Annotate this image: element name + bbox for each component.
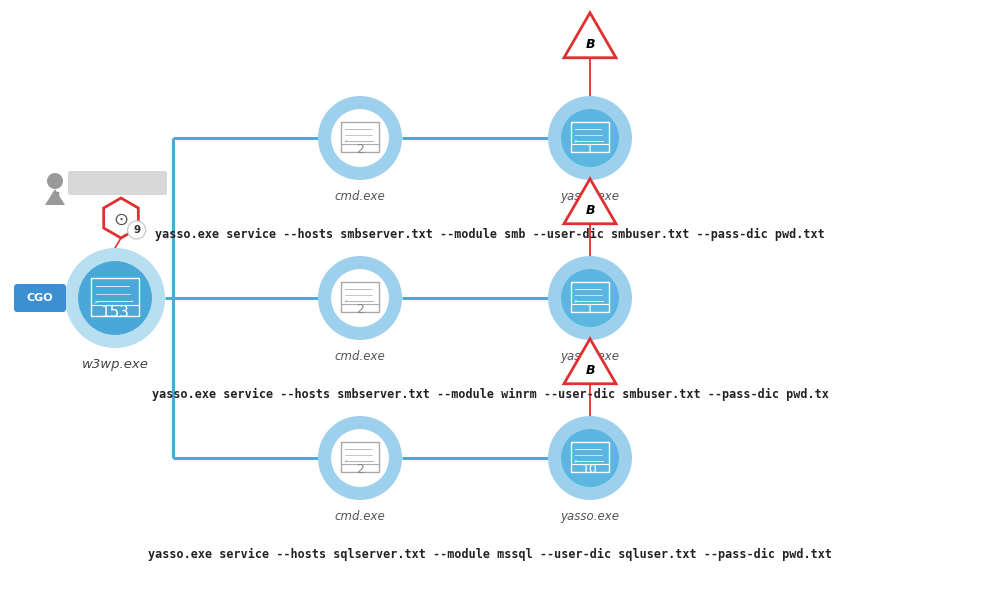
Text: >: > [573, 458, 578, 463]
FancyBboxPatch shape [14, 284, 66, 312]
Text: 2: 2 [356, 463, 364, 476]
Circle shape [560, 428, 620, 488]
Circle shape [330, 268, 390, 328]
Circle shape [548, 416, 632, 500]
Text: >: > [573, 138, 578, 143]
Text: B: B [585, 364, 595, 377]
Text: >: > [343, 138, 347, 143]
Text: yasso.exe service --hosts sqlserver.txt --module mssql --user-dic sqluser.txt --: yasso.exe service --hosts sqlserver.txt … [148, 548, 832, 561]
Circle shape [330, 108, 390, 168]
Circle shape [65, 248, 165, 348]
Text: 2: 2 [356, 303, 364, 316]
Text: >: > [343, 458, 347, 463]
Text: yasso.exe service --hosts smbserver.txt --module smb --user-dic smbuser.txt --pa: yasso.exe service --hosts smbserver.txt … [155, 228, 825, 241]
Text: 1: 1 [586, 303, 594, 316]
Circle shape [560, 108, 620, 168]
Circle shape [548, 96, 632, 180]
Text: >: > [343, 298, 347, 303]
Circle shape [330, 428, 390, 488]
Text: 1: 1 [586, 143, 594, 156]
Text: ⊙: ⊙ [114, 211, 129, 229]
Text: CGO: CGO [27, 293, 53, 303]
Polygon shape [45, 189, 65, 205]
Text: 2: 2 [356, 143, 364, 156]
Polygon shape [564, 339, 616, 384]
Circle shape [77, 260, 153, 336]
Text: yasso.exe: yasso.exe [561, 190, 620, 203]
Circle shape [128, 221, 146, 239]
Text: 10: 10 [582, 463, 598, 476]
Text: cmd.exe: cmd.exe [334, 510, 385, 523]
Text: yasso.exe service --hosts smbserver.txt --module winrm --user-dic smbuser.txt --: yasso.exe service --hosts smbserver.txt … [152, 388, 828, 401]
Text: yasso.exe: yasso.exe [561, 510, 620, 523]
Circle shape [318, 416, 402, 500]
Circle shape [318, 256, 402, 340]
Text: 9: 9 [133, 225, 140, 235]
Text: B: B [585, 204, 595, 217]
Polygon shape [564, 13, 616, 58]
Text: >: > [94, 299, 98, 304]
Text: ■: ■ [51, 191, 59, 200]
Circle shape [318, 96, 402, 180]
Text: 153: 153 [101, 305, 130, 320]
Text: w3wp.exe: w3wp.exe [82, 358, 149, 371]
Text: cmd.exe: cmd.exe [334, 350, 385, 363]
FancyBboxPatch shape [68, 171, 167, 195]
Circle shape [548, 256, 632, 340]
Circle shape [47, 173, 63, 189]
Text: yasso.exe: yasso.exe [561, 350, 620, 363]
Circle shape [560, 268, 620, 328]
Text: >: > [573, 298, 578, 303]
Polygon shape [564, 179, 616, 224]
Text: B: B [585, 38, 595, 51]
Text: cmd.exe: cmd.exe [334, 190, 385, 203]
Polygon shape [104, 198, 139, 238]
